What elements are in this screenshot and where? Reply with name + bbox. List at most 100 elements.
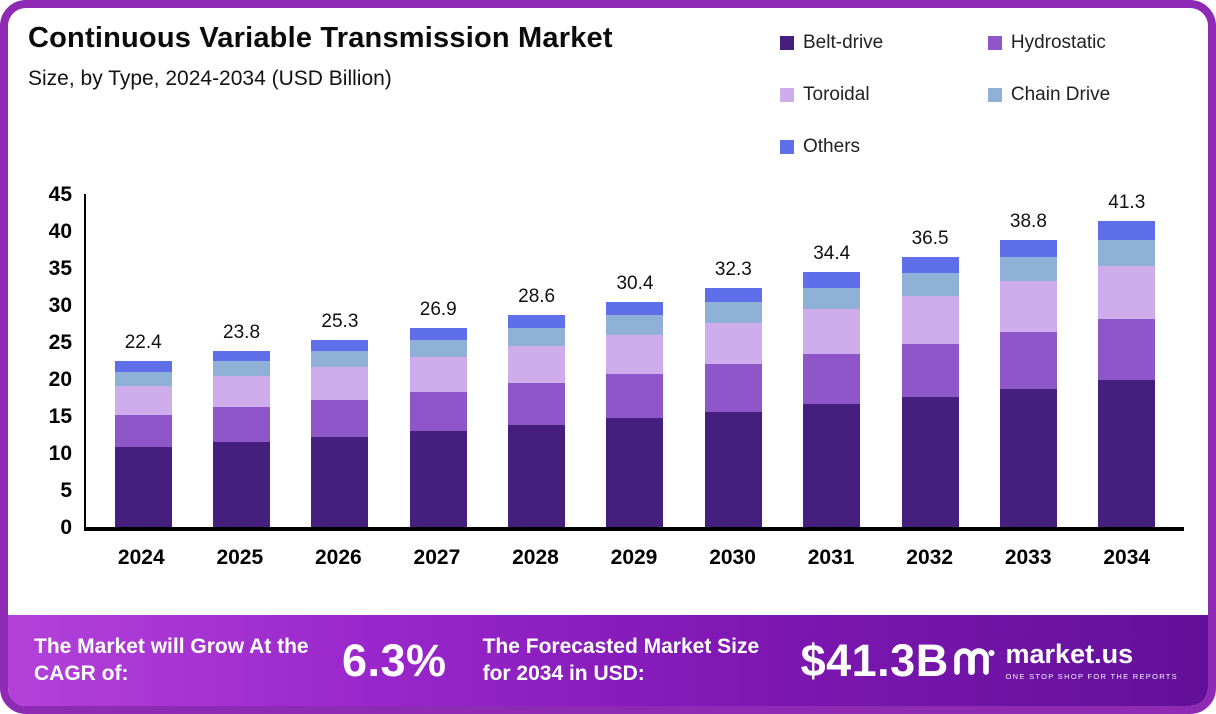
legend-label: Chain Drive <box>1010 84 1111 105</box>
legend-swatch-toroidal <box>780 88 794 102</box>
marketus-logo-icon <box>953 647 995 675</box>
total-label-2029: 30.4 <box>616 273 654 295</box>
segment-chain-drive <box>213 361 271 377</box>
segment-chain-drive <box>999 256 1057 282</box>
y-tick-20: 20 <box>48 368 72 391</box>
x-label-2027: 2027 <box>413 546 461 569</box>
bar-stack-2032 <box>901 256 959 527</box>
segment-hydrostatic <box>901 343 959 397</box>
segment-chain-drive <box>508 327 566 346</box>
bar-2028: 28.6 <box>487 194 585 527</box>
bar-stack-2034 <box>1098 221 1156 527</box>
total-label-2032: 36.5 <box>911 227 949 249</box>
bar-2030: 32.3 <box>684 194 782 527</box>
segment-chain-drive <box>114 371 172 386</box>
bar-2029: 30.4 <box>586 194 684 527</box>
segment-toroidal <box>803 309 861 354</box>
segment-chain-drive <box>901 273 959 297</box>
legend-swatch-hydrostatic <box>987 36 1002 50</box>
x-label-2033: 2033 <box>1004 546 1052 569</box>
segment-toroidal <box>409 356 467 392</box>
segment-others <box>114 361 172 372</box>
segment-others <box>508 315 566 328</box>
segment-hydrostatic <box>1098 319 1156 380</box>
segment-belt-drive <box>803 404 861 527</box>
bar-2026: 25.3 <box>291 194 389 527</box>
y-tick-40: 40 <box>48 220 72 243</box>
x-axis: 2024 2025 2026 2027 2028 2029 2030 2031 2032 2033… <box>84 546 1184 570</box>
forecast-value: $41.3B <box>800 634 949 686</box>
bar-stack-2030 <box>704 288 762 527</box>
legend-swatch-chain-drive <box>987 88 1002 102</box>
segment-chain-drive <box>409 339 467 357</box>
bar-stack-2031 <box>803 272 861 527</box>
header: Continuous Variable Transmission Market … <box>28 22 1184 158</box>
segment-belt-drive <box>704 411 762 527</box>
segment-toroidal <box>704 322 762 365</box>
brand-logo: market.us ONE STOP SHOP FOR THE REPORTS <box>950 640 1178 681</box>
y-tick-35: 35 <box>48 257 72 280</box>
segment-others <box>999 239 1057 257</box>
plot-area: 22.4 23.8 25.3 26.9 28.6 30.4 32.3 34.4 36.5 38.8… <box>84 192 1184 531</box>
footer-banner: The Market will Grow At the CAGR of: 6.3… <box>8 615 1208 706</box>
total-label-2026: 25.3 <box>321 310 359 332</box>
segment-chain-drive <box>704 302 762 323</box>
y-tick-30: 30 <box>48 294 72 317</box>
segment-hydrostatic <box>803 353 861 405</box>
page-title: Continuous Variable Transmission Market <box>28 22 613 54</box>
segment-toroidal <box>901 296 959 344</box>
y-axis: 0 5 10 15 20 25 30 35 40 45 <box>28 183 84 539</box>
x-label-2024: 2024 <box>117 546 165 569</box>
segment-belt-drive <box>311 436 369 527</box>
segment-belt-drive <box>114 447 172 527</box>
bar-stack-2027 <box>409 327 467 527</box>
total-label-2033: 38.8 <box>1009 210 1047 232</box>
x-label-2029: 2029 <box>610 546 658 569</box>
bar-2025: 23.8 <box>192 194 290 527</box>
bar-stack-2033 <box>999 239 1057 527</box>
legend-swatch-belt-drive <box>780 36 794 50</box>
legend-item-toroidal: Toroidal <box>780 84 988 106</box>
segment-others <box>901 256 959 274</box>
segment-hydrostatic <box>409 391 467 431</box>
y-tick-25: 25 <box>48 331 72 354</box>
legend-item-hydrostatic: Hydrostatic <box>987 32 1184 54</box>
brand-text-block: market.us ONE STOP SHOP FOR THE REPORTS <box>1005 640 1178 681</box>
cagr-label: The Market will Grow At the CAGR of: <box>34 634 309 685</box>
brand-tagline: ONE STOP SHOP FOR THE REPORTS <box>1005 671 1178 681</box>
segment-belt-drive <box>409 430 467 527</box>
y-tick-10: 10 <box>48 442 72 465</box>
x-label-2028: 2028 <box>512 546 559 569</box>
segment-belt-drive <box>508 424 566 527</box>
segment-hydrostatic <box>213 407 271 442</box>
segment-toroidal <box>311 367 369 400</box>
segment-hydrostatic <box>114 414 172 448</box>
segment-chain-drive <box>606 315 664 335</box>
bar-2033: 38.8 <box>979 194 1077 527</box>
legend-swatch-others <box>780 140 794 154</box>
total-label-2025: 23.8 <box>223 321 261 343</box>
segment-others <box>213 350 271 362</box>
segment-belt-drive <box>999 388 1057 527</box>
segment-toroidal <box>213 376 271 408</box>
segment-hydrostatic <box>999 331 1057 389</box>
segment-others <box>1098 221 1156 240</box>
total-label-2027: 26.9 <box>419 298 457 320</box>
segment-hydrostatic <box>311 399 369 437</box>
x-label-2032: 2032 <box>906 546 953 569</box>
segment-toroidal <box>508 345 566 383</box>
chart-legend: Belt-drive Hydrostatic Toroidal Chain Drive… <box>780 32 1184 158</box>
bar-stack-2026 <box>311 339 369 527</box>
segment-hydrostatic <box>704 364 762 412</box>
y-tick-45: 45 <box>48 183 72 206</box>
y-tick-15: 15 <box>48 405 72 428</box>
legend-label: Belt-drive <box>803 32 884 53</box>
segment-others <box>803 272 861 289</box>
legend-item-belt-drive: Belt-drive <box>780 32 988 54</box>
forecast-label: The Forecasted Market Size for 2034 in U… <box>482 634 760 685</box>
bar-stack-2029 <box>606 302 664 527</box>
bar-2027: 26.9 <box>389 194 487 527</box>
x-label-2034: 2034 <box>1103 546 1151 569</box>
bar-2031: 34.4 <box>783 194 881 527</box>
